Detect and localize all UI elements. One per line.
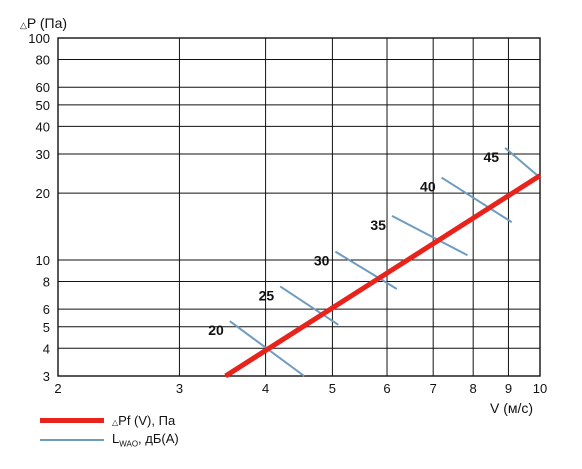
noise-line-label: 30 [314,253,330,269]
legend-swatch-pressure [40,417,104,423]
y-axis-title-text: P (Па) [27,15,67,31]
legend-label-pressure-text: Pf (V), Па [118,412,176,428]
noise-line-label: 40 [420,179,436,195]
x-tick-label: 3 [176,381,183,396]
plot-frame [57,37,541,377]
y-tick-label: 40 [36,119,50,134]
y-tick-label: 4 [43,341,50,356]
x-tick-label: 8 [470,381,477,396]
series-layer [224,173,542,379]
y-tick-label: 50 [36,98,50,113]
legend-item-pressure: △Pf (V), Па [40,410,179,430]
y-tick-label: 30 [36,147,50,162]
legend-label-noise-sub: WAO [119,439,139,449]
x-tick-label: 10 [533,381,547,396]
y-tick-label: 6 [43,302,50,317]
legend-swatch-noise [40,439,104,441]
y-tick-label: 60 [36,80,50,95]
x-tick-label: 2 [54,381,61,396]
y-tick-label: 3 [43,369,50,384]
y-tick-label: 10 [36,253,50,268]
y-tick-label: 80 [36,53,50,68]
y-tick-label: 20 [36,186,50,201]
noise-line [391,214,468,257]
y-tick-label: 5 [43,320,50,335]
x-tick-label: 9 [505,381,512,396]
noise-line-label: 25 [259,287,275,303]
noise-line [441,176,513,224]
noise-line-label: 20 [208,322,224,338]
legend-label-pressure: △Pf (V), Па [112,413,175,428]
y-tick-label: 100 [28,31,50,46]
x-tick-label: 6 [383,381,390,396]
legend-label-pressure-prefix: △ [112,417,119,427]
legend-item-noise: LWAO, дБ(А) [40,430,179,450]
legend-label-noise: LWAO, дБ(А) [112,431,179,449]
series-line-pressure [224,173,542,379]
x-tick-label: 5 [329,381,336,396]
y-axis-title: △P (Па) [20,15,67,31]
x-axis-title: V (м/с) [490,400,533,416]
legend: △Pf (V), Па LWAO, дБ(А) [40,410,179,450]
noise-line-label: 45 [484,149,500,165]
y-axis-title-prefix: △ [20,20,27,30]
noise-line-label: 35 [370,217,386,233]
y-tick-label: 8 [43,274,50,289]
legend-label-noise-main: L [112,431,120,447]
grid [57,37,541,377]
legend-label-noise-suffix: , дБ(А) [138,431,179,447]
noise-line [504,147,541,179]
noise-lines: 20 25 30 35 40 45 [208,147,541,377]
noise-line [279,285,339,326]
x-tick-label: 4 [262,381,269,396]
x-tick-label: 7 [430,381,437,396]
noise-line [334,250,398,290]
